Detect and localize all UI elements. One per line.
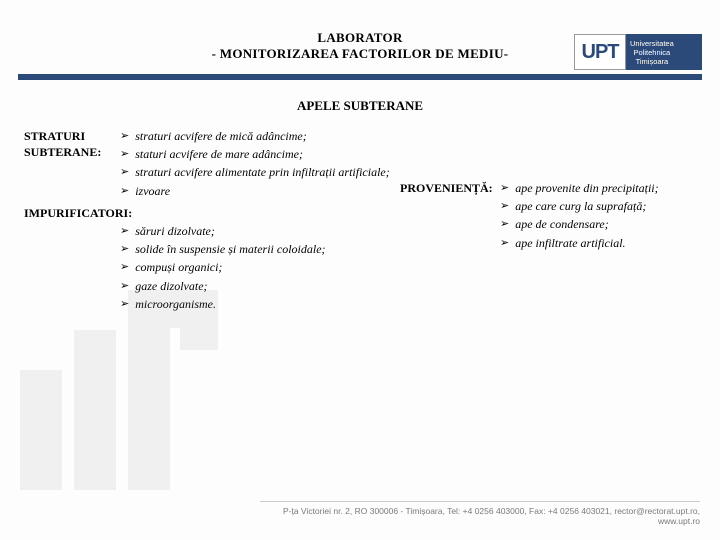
content: STRATURI SUBTERANE: ➢ straturi acvifere d… <box>0 128 720 314</box>
list-item: ➢ izvoare <box>120 183 394 199</box>
item-text: ape provenite din precipitații; <box>515 180 658 196</box>
bullet-icon: ➢ <box>120 184 129 199</box>
left-column: STRATURI SUBTERANE: ➢ straturi acvifere d… <box>24 128 394 314</box>
list-item: ➢ ape de condensare; <box>500 216 694 232</box>
bullet-icon: ➢ <box>120 129 129 144</box>
list-item: ➢ compuși organici; <box>120 259 394 275</box>
section-title: APELE SUBTERANE <box>0 80 720 128</box>
logo-fullname: Universitatea Politehnica Timișoara <box>626 39 674 66</box>
item-text: săruri dizolvate; <box>135 223 215 239</box>
prov-block: PROVENIENȚĂ: ➢ ape provenite din precipit… <box>400 180 694 253</box>
list-item: ➢ ape care curg la suprafață; <box>500 198 694 214</box>
item-text: izvoare <box>135 183 170 199</box>
footer-contact: P-ța Victoriei nr. 2, RO 300006 - Timișo… <box>260 501 700 526</box>
list-item: ➢ ape provenite din precipitații; <box>500 180 694 196</box>
straturi-block: STRATURI SUBTERANE: ➢ straturi acvifere d… <box>24 128 394 201</box>
right-column: PROVENIENȚĂ: ➢ ape provenite din precipit… <box>394 128 694 314</box>
bullet-icon: ➢ <box>120 279 129 294</box>
impur-label: IMPURIFICATORI: <box>24 205 394 221</box>
item-text: compuși organici; <box>135 259 222 275</box>
item-text: ape infiltrate artificial. <box>515 235 625 251</box>
bullet-icon: ➢ <box>500 181 509 196</box>
bullet-icon: ➢ <box>500 199 509 214</box>
bullet-icon: ➢ <box>120 224 129 239</box>
straturi-list: ➢ straturi acvifere de mică adâncime; ➢ st… <box>120 128 394 201</box>
list-item: ➢ gaze dizolvate; <box>120 278 394 294</box>
header: LABORATOR - MONITORIZAREA FACTORILOR DE … <box>0 0 720 70</box>
university-logo: UPT Universitatea Politehnica Timișoara <box>574 34 702 70</box>
list-item: ➢ săruri dizolvate; <box>120 223 394 239</box>
list-item: ➢ staturi acvifere de mare adâncime; <box>120 146 394 162</box>
impur-list: ➢ săruri dizolvate; ➢ solide în suspensie … <box>24 223 394 312</box>
list-item: ➢ straturi acvifere de mică adâncime; <box>120 128 394 144</box>
item-text: gaze dizolvate; <box>135 278 207 294</box>
prov-label: PROVENIENȚĂ: <box>400 180 500 253</box>
logo-line3: Timișoara <box>630 57 674 66</box>
item-text: ape care curg la suprafață; <box>515 198 646 214</box>
list-item: ➢ straturi acvifere alimentate prin infil… <box>120 164 394 180</box>
straturi-label: STRATURI SUBTERANE: <box>24 128 120 201</box>
bullet-icon: ➢ <box>500 217 509 232</box>
item-text: microorganisme. <box>135 296 216 312</box>
bullet-icon: ➢ <box>120 147 129 162</box>
item-text: straturi acvifere alimentate prin infilt… <box>135 164 390 180</box>
bullet-icon: ➢ <box>500 236 509 251</box>
list-item: ➢ microorganisme. <box>120 296 394 312</box>
bullet-icon: ➢ <box>120 260 129 275</box>
list-item: ➢ ape infiltrate artificial. <box>500 235 694 251</box>
prov-list: ➢ ape provenite din precipitații; ➢ ape ca… <box>500 180 694 253</box>
item-text: straturi acvifere de mică adâncime; <box>135 128 307 144</box>
item-text: solide în suspensie și materii coloidale… <box>135 241 325 257</box>
logo-line1: Universitatea <box>630 39 674 48</box>
bullet-icon: ➢ <box>120 297 129 312</box>
item-text: staturi acvifere de mare adâncime; <box>135 146 303 162</box>
list-item: ➢ solide în suspensie și materii coloidal… <box>120 241 394 257</box>
bullet-icon: ➢ <box>120 242 129 257</box>
item-text: ape de condensare; <box>515 216 609 232</box>
logo-abbr: UPT <box>574 34 626 70</box>
bullet-icon: ➢ <box>120 165 129 180</box>
logo-line2: Politehnica <box>630 48 674 57</box>
